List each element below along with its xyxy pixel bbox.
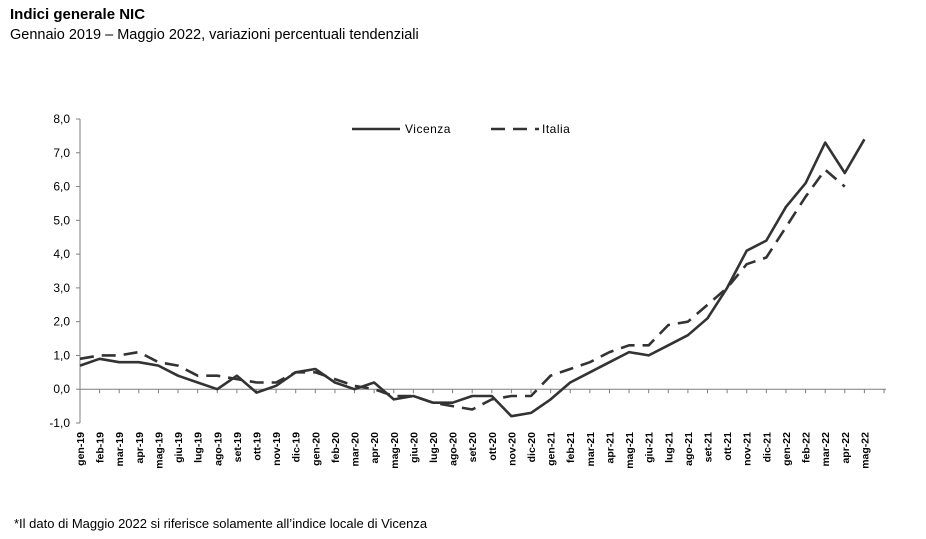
chart-legend: Vicenza Italia xyxy=(352,122,570,136)
x-tick-label: nov-21 xyxy=(742,432,754,466)
x-tick-label: dic-21 xyxy=(761,432,773,463)
x-tick-label: set-21 xyxy=(703,432,715,463)
y-tick-label: 5,0 xyxy=(53,213,70,227)
y-tick-label: 1,0 xyxy=(53,348,70,362)
x-tick-label: gen-20 xyxy=(310,432,322,466)
x-tick-label: mar-22 xyxy=(820,432,832,467)
x-tick-label: giu-19 xyxy=(173,432,185,463)
x-tick-label: feb-19 xyxy=(95,432,107,463)
x-tick-label: mar-20 xyxy=(350,432,362,467)
x-tick-label: feb-21 xyxy=(565,432,577,463)
x-tick-label: ott-19 xyxy=(251,432,263,461)
chart-subtitle: Gennaio 2019 – Maggio 2022, variazioni p… xyxy=(10,27,419,43)
y-tick-label: 3,0 xyxy=(53,281,70,295)
x-tick-label: apr-21 xyxy=(604,432,616,464)
x-tick-label: mag-19 xyxy=(153,432,165,469)
x-tick-label: dic-19 xyxy=(291,432,303,463)
y-tick-label: 0,0 xyxy=(53,382,70,396)
x-tick-label: mag-22 xyxy=(859,432,871,469)
x-tick-label: ago-20 xyxy=(448,432,460,466)
series-line-italia xyxy=(79,168,846,411)
x-tick-label: mag-21 xyxy=(624,432,636,469)
x-tick-label: nov-19 xyxy=(271,432,283,466)
x-tick-label: feb-22 xyxy=(801,432,813,463)
y-tick-label: 2,0 xyxy=(53,315,70,329)
series-line-vicenza xyxy=(79,138,866,418)
x-tick-label: mar-19 xyxy=(114,432,126,467)
y-tick-label: 8,0 xyxy=(53,112,70,126)
legend-label-italia: Italia xyxy=(542,122,570,136)
x-tick-label: gen-21 xyxy=(546,432,558,466)
x-tick-label: lug-20 xyxy=(428,432,440,463)
x-tick-label: ott-20 xyxy=(487,432,499,461)
x-tick-label: ago-19 xyxy=(212,432,224,466)
x-tick-label: apr-20 xyxy=(369,432,381,464)
x-tick-label: ago-21 xyxy=(683,432,695,466)
footnote: *Il dato di Maggio 2022 si riferisce sol… xyxy=(14,516,428,531)
x-tick-label: giu-20 xyxy=(408,432,420,463)
x-tick-label: feb-20 xyxy=(330,432,342,463)
y-tick-label: 4,0 xyxy=(53,247,70,261)
x-tick-label: lug-21 xyxy=(663,432,675,463)
legend-label-vicenza: Vicenza xyxy=(405,122,451,136)
x-tick-label: mar-21 xyxy=(585,432,597,467)
x-tick-label: gen-19 xyxy=(75,432,87,466)
x-tick-label: lug-19 xyxy=(193,432,205,463)
x-tick-label: ott-21 xyxy=(722,432,734,461)
x-tick-label: giu-21 xyxy=(644,432,656,463)
y-tick-label: 6,0 xyxy=(53,180,70,194)
x-tick-label: gen-22 xyxy=(781,432,793,466)
chart-axes: 8,0 7,0 6,0 5,0 4,0 3,0 2,0 1,0 0,0 -1,0 gen-19 feb… xyxy=(49,112,886,469)
x-tick-label: dic-20 xyxy=(526,432,538,463)
x-tick-label: mag-20 xyxy=(389,432,401,469)
y-tick-label: 7,0 xyxy=(53,146,70,160)
y-tick-label: -1,0 xyxy=(49,416,70,430)
chart-series xyxy=(79,138,866,418)
x-tick-label: set-19 xyxy=(232,432,244,463)
x-tick-label: apr-19 xyxy=(134,432,146,464)
x-tick-label: nov-20 xyxy=(506,432,518,466)
x-tick-label: set-20 xyxy=(467,432,479,463)
chart-title: Indici generale NIC xyxy=(10,6,146,23)
x-tick-label: apr-22 xyxy=(840,432,852,464)
